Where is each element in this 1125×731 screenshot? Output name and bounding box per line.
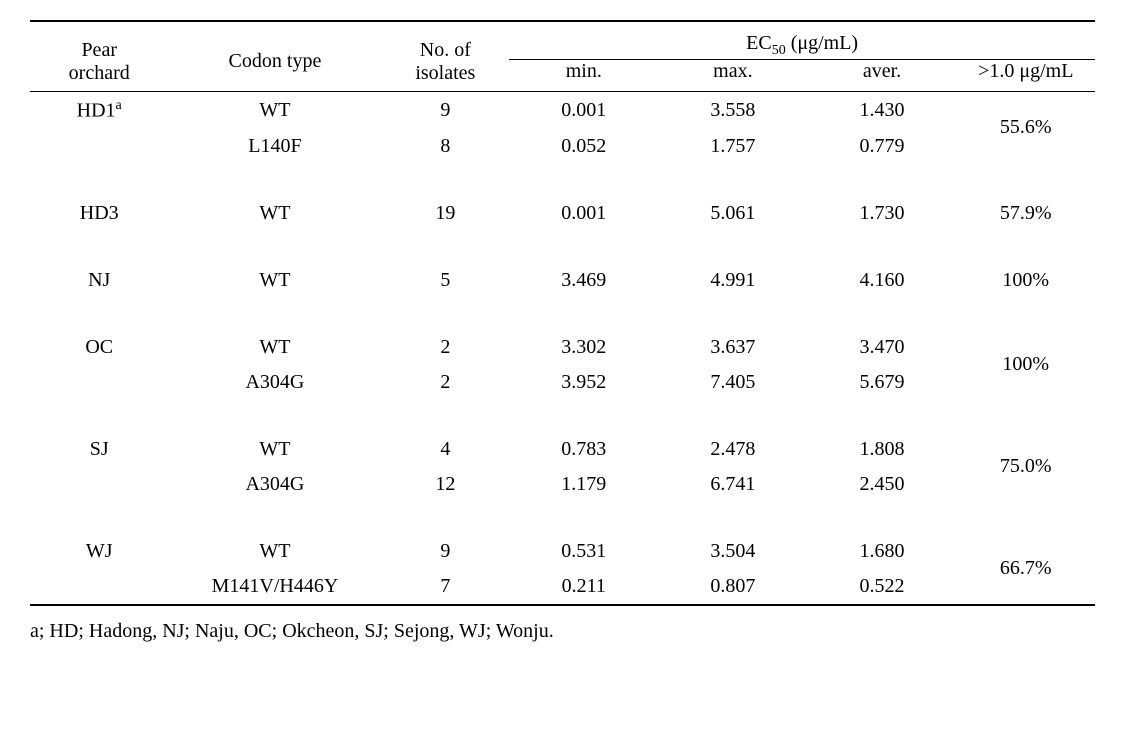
cell-min: 0.783 [509,432,658,467]
cell-max: 3.504 [658,534,807,569]
cell-min: 0.211 [509,569,658,605]
table-row: L140F 8 0.052 1.757 0.779 [30,129,1095,164]
cell-codon: WT [168,534,381,569]
cell-min: 0.001 [509,92,658,129]
cell-n: 5 [381,263,509,298]
cell-aver: 1.808 [807,432,956,467]
cell-max: 3.637 [658,330,807,365]
cell-aver: 5.679 [807,365,956,400]
table-row: NJ WT 5 3.469 4.991 4.160 100% [30,263,1095,298]
cell-orchard-sup: a [116,98,122,113]
cell-max: 7.405 [658,365,807,400]
cell-min: 3.469 [509,263,658,298]
header-no-line2: isolates [415,62,475,84]
cell-aver: 1.730 [807,196,956,231]
table-row: HD3 WT 19 0.001 5.061 1.730 57.9% [30,196,1095,231]
cell-n: 4 [381,432,509,467]
cell-orchard-text: HD1 [77,100,116,122]
spacer-row [30,298,1095,330]
header-no-line1: No. of [420,39,471,61]
cell-pct: 75.0% [957,432,1095,502]
cell-n: 2 [381,330,509,365]
cell-codon: WT [168,196,381,231]
table-row: SJ WT 4 0.783 2.478 1.808 75.0% [30,432,1095,467]
cell-min: 0.531 [509,534,658,569]
table-row: A304G 12 1.179 6.741 2.450 [30,467,1095,502]
cell-codon: M141V/H446Y [168,569,381,605]
cell-codon: WT [168,330,381,365]
cell-max: 3.558 [658,92,807,129]
cell-pct: 57.9% [957,196,1095,231]
cell-n: 12 [381,467,509,502]
cell-codon: WT [168,263,381,298]
header-ec50-group: EC50 (μg/mL) [509,21,1095,60]
cell-max: 0.807 [658,569,807,605]
header-aver: aver. [807,60,956,92]
cell-orchard: WJ [30,534,168,569]
spacer-row [30,502,1095,534]
cell-orchard: HD3 [30,196,168,231]
cell-aver: 1.430 [807,92,956,129]
cell-codon: L140F [168,129,381,164]
cell-pct: 100% [957,263,1095,298]
spacer-row [30,400,1095,432]
header-no-isolates: No. of isolates [381,21,509,92]
cell-codon: A304G [168,365,381,400]
cell-aver: 2.450 [807,467,956,502]
cell-orchard: SJ [30,432,168,467]
table-row: OC WT 2 3.302 3.637 3.470 100% [30,330,1095,365]
header-ec50-sub: 50 [772,43,786,58]
cell-aver: 4.160 [807,263,956,298]
spacer-row [30,164,1095,196]
table-row: WJ WT 9 0.531 3.504 1.680 66.7% [30,534,1095,569]
cell-pct: 100% [957,330,1095,400]
header-orchard-line2: orchard [69,62,130,84]
cell-aver: 0.522 [807,569,956,605]
header-codon-type: Codon type [168,21,381,92]
ec50-table: Pear orchard Codon type No. of isolates … [30,20,1095,606]
cell-pct: 66.7% [957,534,1095,605]
cell-n: 9 [381,92,509,129]
cell-max: 1.757 [658,129,807,164]
cell-aver: 3.470 [807,330,956,365]
cell-aver: 0.779 [807,129,956,164]
cell-n: 9 [381,534,509,569]
cell-max: 5.061 [658,196,807,231]
cell-codon: WT [168,432,381,467]
header-ec50-pre: EC [746,32,772,54]
cell-min: 3.302 [509,330,658,365]
cell-max: 2.478 [658,432,807,467]
cell-min: 3.952 [509,365,658,400]
cell-codon: WT [168,92,381,129]
cell-min: 0.052 [509,129,658,164]
header-orchard-line1: Pear [81,39,117,61]
cell-n: 2 [381,365,509,400]
cell-n: 19 [381,196,509,231]
cell-orchard: HD1a [30,92,168,129]
header-orchard: Pear orchard [30,21,168,92]
table-row: M141V/H446Y 7 0.211 0.807 0.522 [30,569,1095,605]
cell-n: 7 [381,569,509,605]
table-row: A304G 2 3.952 7.405 5.679 [30,365,1095,400]
cell-max: 4.991 [658,263,807,298]
table-row: HD1a WT 9 0.001 3.558 1.430 55.6% [30,92,1095,129]
cell-orchard: OC [30,330,168,365]
cell-codon: A304G [168,467,381,502]
cell-n: 8 [381,129,509,164]
header-max: max. [658,60,807,92]
cell-min: 1.179 [509,467,658,502]
cell-pct: 55.6% [957,92,1095,164]
spacer-row [30,231,1095,263]
header-ec50-post: (μg/mL) [786,32,858,54]
header-min: min. [509,60,658,92]
header-gt1: >1.0 μg/mL [957,60,1095,92]
cell-orchard: NJ [30,263,168,298]
table-footnote: a; HD; Hadong, NJ; Naju, OC; Okcheon, SJ… [30,620,1095,643]
cell-aver: 1.680 [807,534,956,569]
cell-min: 0.001 [509,196,658,231]
cell-max: 6.741 [658,467,807,502]
